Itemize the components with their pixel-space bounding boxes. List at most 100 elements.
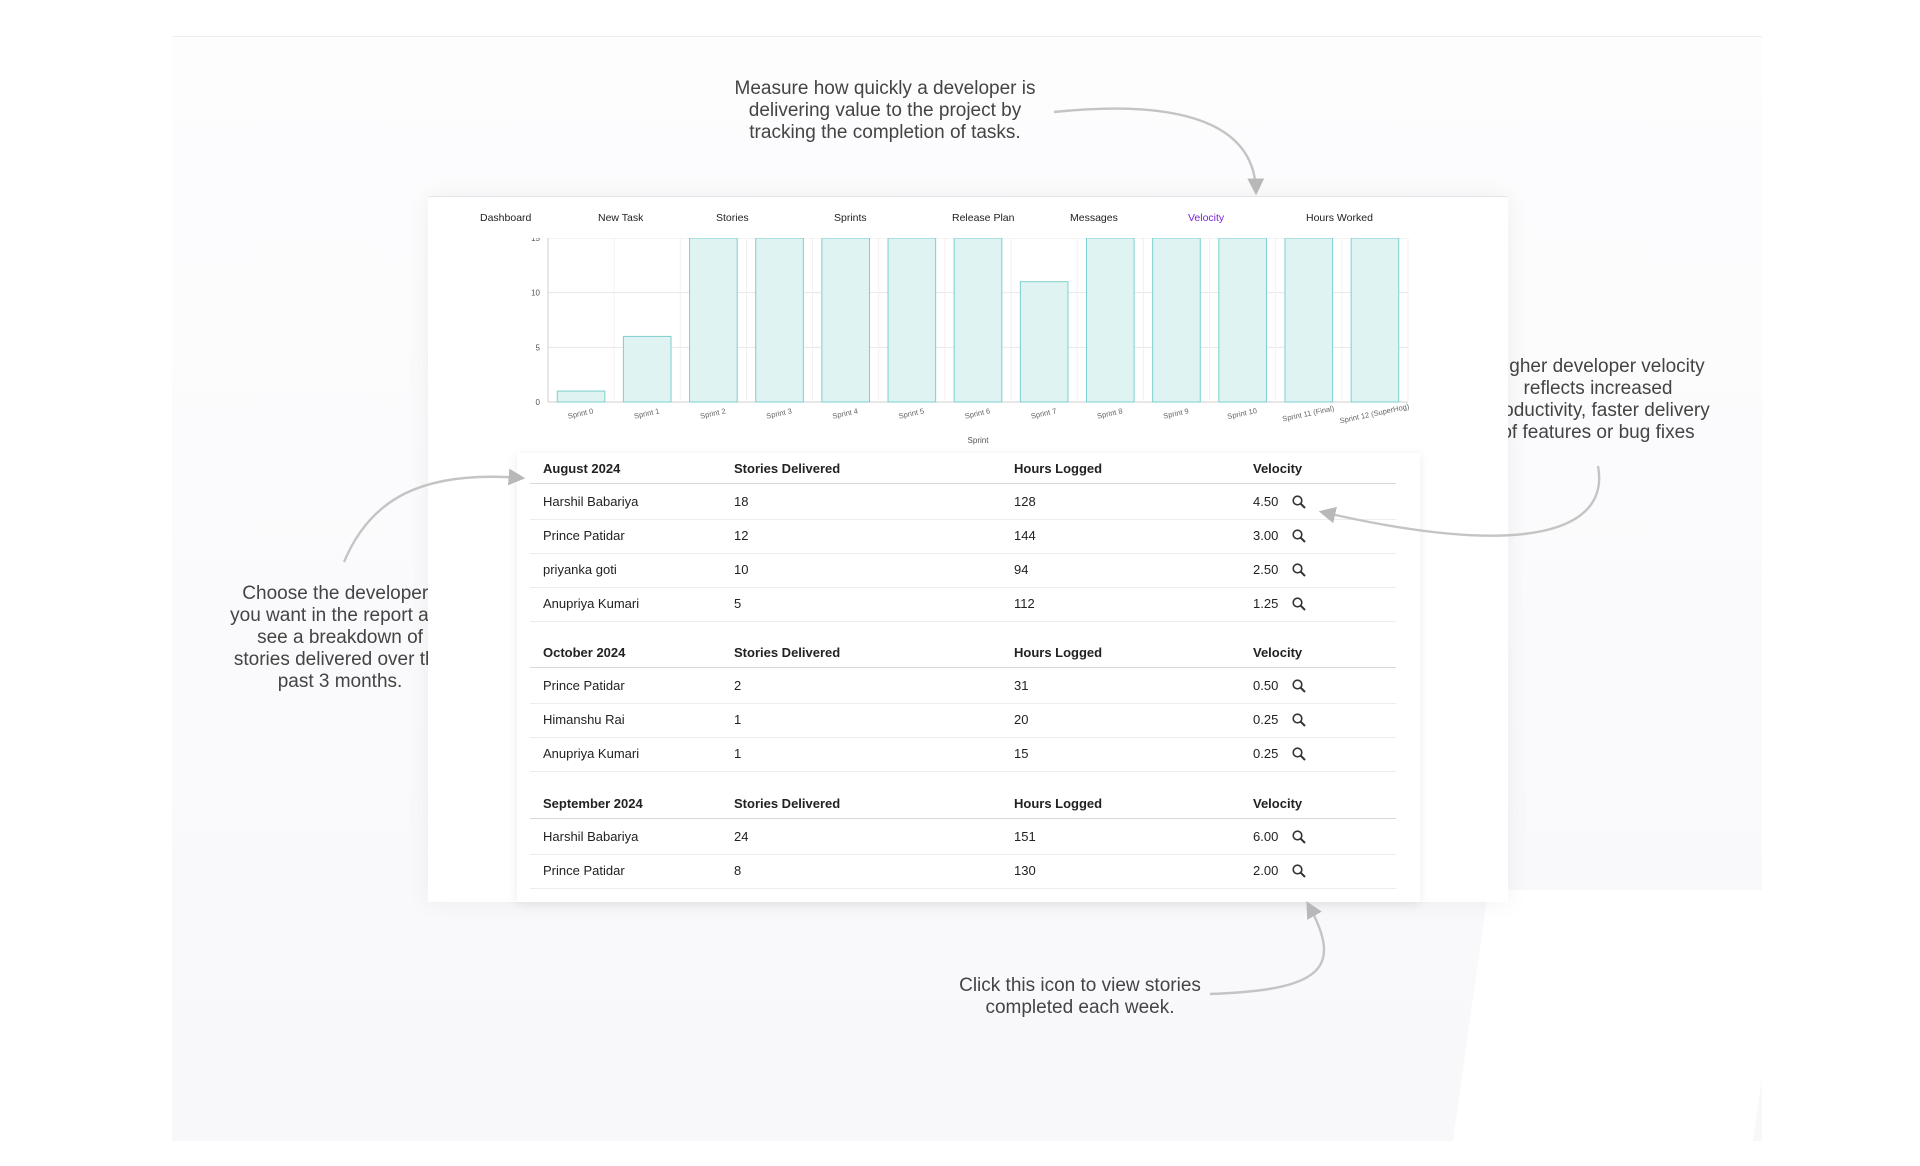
developer-name: Harshil Babariya [543, 829, 639, 844]
bar-sprint-12-superhog [1350, 238, 1400, 403]
hours-logged: 128 [1014, 494, 1036, 509]
table-header: October 2024 Stories Delivered Hours Logge… [530, 639, 1396, 668]
table-row: Anupriya Kumari 1 15 0.25 [530, 737, 1396, 772]
table-row: Anupriya Kumari 5 112 1.25 [530, 587, 1396, 622]
magnifier-icon[interactable] [1291, 863, 1307, 879]
column-header: Hours Logged [1014, 461, 1103, 476]
hours-logged: 15 [1014, 746, 1029, 761]
nav-new-task[interactable]: New Task [598, 211, 644, 224]
velocity-bar-chart: 0 5 10 15 Sprint 0 Sprint 1 Sprint 2 Sprint 3 Sp… [531, 238, 1410, 445]
x-tick-label: Sprint 5 [898, 406, 925, 420]
table-row: Prince Patidar 2 31 0.50 [530, 669, 1396, 704]
developer-name: Anupriya Kumari [543, 596, 640, 611]
x-tick-label: Sprint 8 [1096, 406, 1123, 420]
velocity-value: 1.25 [1253, 596, 1279, 611]
developer-name: priyanka goti [543, 562, 617, 577]
bar-sprint-11-final [1284, 238, 1334, 403]
month-heading: October 2024 [543, 645, 626, 660]
x-tick-label: Sprint 4 [832, 406, 859, 420]
month-heading: August 2024 [543, 461, 621, 476]
column-header: Stories Delivered [734, 796, 841, 811]
table-header: September 2024 Stories Delivered Hours Log… [530, 790, 1396, 819]
column-header: Hours Logged [1014, 796, 1103, 811]
stories-delivered: 5 [734, 596, 742, 611]
stories-delivered: 18 [734, 494, 749, 509]
stories-delivered: 10 [734, 562, 749, 577]
hours-logged: 151 [1014, 829, 1036, 844]
table-header: August 2024 Stories Delivered Hours Logged… [530, 455, 1396, 484]
bar-sprint-6 [953, 238, 1003, 403]
nav-stories[interactable]: Stories [716, 211, 749, 224]
x-tick-label: Sprint 2 [699, 406, 726, 420]
developer-name: Himanshu Rai [543, 712, 625, 727]
stories-delivered: 1 [734, 746, 742, 761]
velocity-value: 3.00 [1253, 528, 1279, 543]
bar-sprint-2 [689, 238, 738, 403]
stories-delivered: 24 [734, 829, 749, 844]
velocity-value: 0.25 [1253, 746, 1279, 761]
nav-sprints[interactable]: Sprints [834, 211, 867, 224]
column-header: Stories Delivered [734, 645, 841, 660]
magnifier-icon[interactable] [1291, 494, 1307, 510]
developer-name: Prince Patidar [543, 528, 625, 543]
magnifier-icon[interactable] [1291, 712, 1307, 728]
magnifier-icon[interactable] [1291, 746, 1307, 762]
developer-name: Anupriya Kumari [543, 746, 640, 761]
nav-release-plan[interactable]: Release Plan [952, 211, 1015, 224]
table-row: Harshil Babariya 24 151 6.00 [530, 820, 1396, 855]
x-tick-label: Sprint 6 [964, 406, 991, 420]
table-row: Prince Patidar 8 130 2.00 [530, 854, 1396, 889]
x-tick-label: Sprint 7 [1030, 406, 1057, 420]
bar-sprint-0 [556, 390, 606, 403]
bar-sprint-7 [1019, 281, 1069, 403]
column-header: Velocity [1253, 645, 1303, 660]
x-tick-label: Sprint 3 [765, 406, 792, 420]
hours-logged: 31 [1014, 678, 1029, 693]
hours-logged: 20 [1014, 712, 1029, 727]
magnifier-icon[interactable] [1291, 528, 1307, 544]
developer-name: Prince Patidar [543, 863, 625, 878]
x-tick-label: Sprint 10 [1226, 406, 1257, 421]
magnifier-icon[interactable] [1291, 678, 1307, 694]
hours-logged: 144 [1014, 528, 1036, 543]
y-tick-label: 5 [536, 343, 541, 352]
bar-sprint-3 [755, 238, 804, 403]
hours-logged: 112 [1014, 596, 1035, 611]
x-tick-label: Sprint 0 [567, 406, 594, 420]
velocity-value: 0.50 [1253, 678, 1279, 693]
x-tick-label: Sprint 11 (Final) [1281, 404, 1335, 424]
column-header: Hours Logged [1014, 645, 1103, 660]
velocity-report-card: August 2024 Stories Delivered Hours Logged… [517, 453, 1420, 902]
nav-velocity[interactable]: Velocity [1188, 211, 1225, 224]
nav-hours-worked[interactable]: Hours Worked [1306, 211, 1373, 224]
velocity-value: 4.50 [1253, 494, 1279, 509]
nav-dashboard[interactable]: Dashboard [480, 211, 532, 224]
top-navbar: Dashboard New Task Stories Sprints Release P… [428, 196, 1508, 238]
bar-sprint-10 [1218, 238, 1267, 403]
stories-delivered: 12 [734, 528, 749, 543]
bar-sprint-8 [1085, 238, 1135, 403]
stories-delivered: 1 [734, 712, 742, 727]
magnifier-icon[interactable] [1291, 596, 1307, 612]
magnifier-icon[interactable] [1291, 562, 1307, 578]
annotation-top: Measure how quickly a developer is deliv… [734, 78, 1036, 143]
background-cutout [1451, 890, 1789, 1150]
stories-delivered: 2 [734, 678, 742, 693]
velocity-value: 0.25 [1253, 712, 1279, 727]
magnifier-icon[interactable] [1291, 829, 1307, 845]
y-tick-label: 15 [531, 238, 540, 243]
velocity-value: 6.00 [1253, 829, 1279, 844]
x-axis-label: Sprint [968, 436, 990, 445]
x-tick-label: Sprint 9 [1162, 406, 1189, 420]
column-header: Stories Delivered [734, 461, 841, 476]
developer-name: Prince Patidar [543, 678, 625, 693]
annotation-right: Higher developer velocity reflects incre… [1486, 356, 1710, 443]
nav-messages[interactable]: Messages [1070, 211, 1118, 224]
stories-delivered: 8 [734, 863, 742, 878]
table-row: Prince Patidar 12 144 3.00 [530, 519, 1396, 554]
velocity-value: 2.50 [1253, 562, 1279, 577]
bar-sprint-1 [622, 335, 672, 403]
column-header: Velocity [1253, 796, 1303, 811]
table-row: priyanka goti 10 94 2.50 [530, 553, 1396, 588]
x-tick-label: Sprint 1 [633, 406, 660, 420]
